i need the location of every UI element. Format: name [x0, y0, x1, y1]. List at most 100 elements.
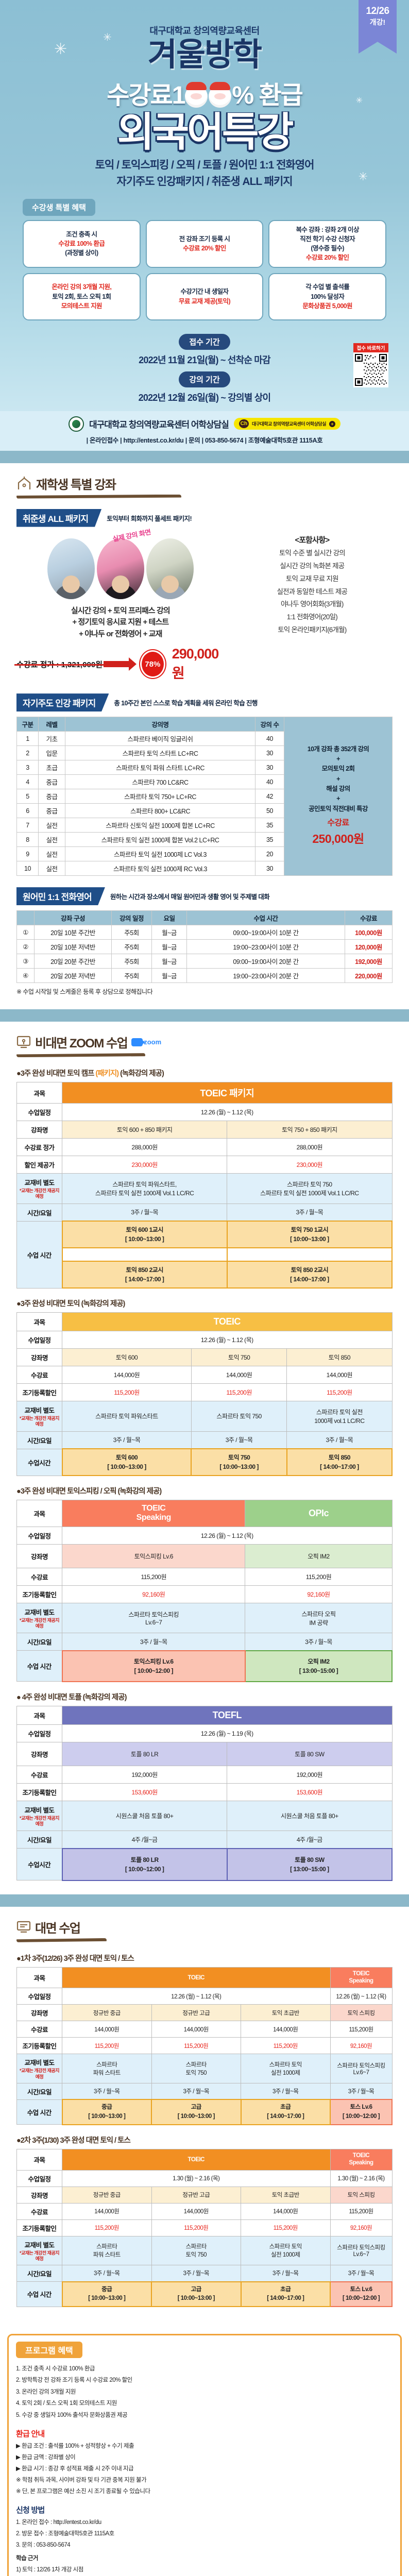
time-cell: 토익 600 [ 10:00~13:00 ] [61, 1448, 192, 1477]
qr-code-icon[interactable] [353, 352, 388, 387]
included-item: 실전과 동일한 테스트 제공 [277, 587, 348, 596]
snowflake-icon: ✳ [202, 44, 208, 52]
cell: 3주 / 월~목 [241, 2265, 331, 2282]
time-cell: 초급 [ 14:00~17:00 ] [240, 2281, 331, 2308]
hero-main-title: 외국어특강 [117, 109, 294, 155]
apply-subtitle: 학습 근거 [16, 2555, 39, 2562]
row-label-text: 교재비 별도 [24, 2059, 55, 2067]
table-row: 강좌명 토익 600 + 850 패키지 토익 750 + 850 패키지 [16, 1121, 393, 1139]
cell: 115,200원 [330, 2021, 393, 2038]
program-benefit-list: 1. 조건 충족 시 수강료 100% 환급 2. 방학특강 전 강좌 조기 등… [16, 2363, 393, 2421]
cell: 144,000원 [151, 2202, 241, 2220]
all-package-tag: 취준생 ALL 패키지 [16, 509, 102, 527]
row-label: 교재비 별도 *교재는 개강전 재공지 예정 [16, 1800, 62, 1832]
zoom-logo-icon: zoom [131, 1038, 161, 1046]
title-underline [16, 494, 181, 499]
summary-line: 모의토익 2회 [321, 765, 355, 773]
benefit-line: 100% 달성자 [311, 293, 345, 300]
cell: 5 [16, 789, 39, 804]
cell: 20 [255, 846, 284, 862]
house-icon [16, 476, 32, 490]
row-label: 조기등록할인 [16, 1585, 62, 1603]
table-header-row: 강좌 구성 강의 일정 요일 수업 시간 수강료 [16, 910, 393, 926]
cell: 시원스쿨 처음 토플 80+ [61, 1800, 228, 1832]
hero-banner: 12/26 개강! ✳ ✳ ✳ ✳ ✳ 대구대학교 창의역량교육센터 겨울방학 … [0, 0, 409, 451]
benefit-box: 각 수업 별 출석률 100% 달성자 문화상품권 5,000원 [268, 273, 386, 320]
table-row: 5 중급 스파르타 토익 750+ LC+RC 42 [16, 789, 393, 804]
refund-suffix: % 환급 [232, 82, 303, 110]
cell: 9 [16, 846, 39, 862]
heading-part: 3주 완성 비대면 토익 캠프 [20, 1070, 96, 1078]
cell: 기초 [38, 731, 65, 747]
section-title: 비대면 ZOOM 수업 [35, 1037, 128, 1051]
cell: 스파르타 토익 실전 1000제 vol.1 LC/RC [286, 1401, 393, 1432]
table-row: 시간/요일 3주 / 월~목 3주 / 월~목 3주 / 월~목 3주 / 월~… [16, 2082, 393, 2100]
kakao-channel-button[interactable]: Ch 대구대학교 창의역량교육센터 어학상담실 + [233, 418, 340, 430]
santa-icon [209, 82, 232, 108]
cell: 144,000원 [191, 1366, 287, 1384]
summary-line: + 야나두 or 전화영어 + 교재 [79, 629, 162, 638]
apply-item: 1) 토익 : 12/26 1차 개강 시점 [16, 2566, 83, 2573]
row-label: 교재비 별도 *교재는 개강전 재공지 예정 [16, 1401, 62, 1432]
row-label: 교재비 별도 *교재는 개강전 재공지 예정 [16, 1602, 62, 1634]
program-benefit-box: 프로그램 혜택 1. 조건 충족 시 수강료 100% 환급 2. 방학특강 전… [7, 2334, 402, 2576]
table-row: 수업일정 12.26 (월) ~ 1.19 (목) [16, 1724, 393, 1742]
cell: 3주 / 월~목 [151, 2265, 241, 2282]
cell: ④ [16, 968, 35, 984]
phone-english-note: ※ 수업 시작일 및 스케줄은 등록 후 상담으로 정해집니다 [16, 988, 153, 996]
cell: 12.26 (월) ~ 1.12 (목) [62, 1988, 331, 2005]
cell: 12.26 (월) ~ 1.19 (목) [62, 1724, 393, 1742]
table-row: 교재비 별도 *교재는 개강전 재공지 예정 스파르타 파워 스타트 스파르타 … [16, 2235, 393, 2266]
cell: 토익 스피킹 [330, 2004, 393, 2022]
cell: 35 [255, 832, 284, 848]
summary-line: + 정기토익 응시료 지원 + 테스트 [72, 618, 169, 627]
cell: 3 [16, 760, 39, 775]
cell: 스파르타 토익 실전 1000제 LC Vol.3 [65, 846, 255, 862]
table-row: 과목 TOEIC Speaking OPIc [16, 1500, 393, 1527]
toeic-package-table: 과목 TOEIC 패키지 수업일정 12.26 (월) ~ 1.12 (목) 강… [16, 1082, 393, 1289]
cell: 230,000원 [227, 1156, 393, 1174]
cell: 144,000원 [151, 2021, 241, 2038]
row-label: 조기등록할인 [16, 2037, 62, 2055]
row-label: 수업시간 [16, 1448, 62, 1476]
cell: 스파르타 토익스피킹 Lv.6~7 [330, 2235, 393, 2266]
table-row: 10 실전 스파르타 토익 실전 1000제 RC Vol.3 30 [16, 861, 393, 876]
cell: 40 [255, 774, 284, 790]
cell: 230,000원 [61, 1156, 228, 1174]
subject-header: OPIc [245, 1500, 393, 1527]
row-label-text: 교재비 별도 [24, 1608, 55, 1616]
benefit-box: 수강기간 내 생일자 무료 교재 제공(토익) [145, 273, 264, 320]
qr-label: 접수 바로하기 [353, 343, 388, 352]
table-row: 수강료 115,200원 115,200원 [16, 1567, 393, 1586]
subject-header: TOEIC [62, 1967, 331, 1989]
summary-line: 공인토익 직전대비 특강 [309, 805, 368, 812]
cell: 정규반 중급 [62, 2004, 152, 2022]
cell: 192,000원 [61, 1765, 228, 1784]
qr-block[interactable]: 접수 바로하기 [353, 343, 388, 387]
program-item: 3. 온라인 강의 3개월 지원 [16, 2388, 76, 2395]
apply-item[interactable]: 1. 온라인 접수 : http://entest.co.kr/du [16, 2519, 101, 2526]
cell: 3주 / 월~목 [245, 1633, 393, 1651]
table-row: 수업일정 12.26 (월) ~ 1.12 (목) [16, 1526, 393, 1545]
self-package-header: 자기주도 인강 패키지 총 10주간 본인 스스로 학습 계획을 세워 온라인 … [16, 693, 393, 712]
section-heading: 재학생 특별 강좌 [16, 474, 393, 493]
row-label: 과목 [16, 1082, 62, 1104]
cell: 4주 /월~금 [61, 1831, 228, 1849]
table-row: 강좌명 토익 600 토익 750 토익 850 [16, 1348, 393, 1367]
row-label: 할인 제공가 [16, 1156, 62, 1174]
col-header: 강의 수 [255, 717, 284, 732]
section-title: 대면 수업 [35, 1921, 81, 1936]
time-cell: 토스 Lv.6 [ 10:00~12:00 ] [330, 2099, 393, 2125]
table-row: 조기등록할인 92,160원 92,160원 [16, 1585, 393, 1603]
cell: 4주 /월~금 [227, 1831, 393, 1849]
plus-sign: + [336, 775, 340, 783]
cell: 중급 [38, 803, 65, 819]
cell: 3주 / 월~목 [191, 1431, 287, 1449]
program-item: 4. 토익 2회 / 토스 오픽 1회 모의테스트 지원 [16, 2400, 117, 2407]
cell: 입문 [38, 745, 65, 761]
row-label: 조기등록할인 [16, 1783, 62, 1801]
cell: 10 [16, 861, 39, 876]
col-header: 구분 [16, 717, 39, 732]
cell: 스파르타 토익 750 스파르타 토익 실전 1000제 Vol.1 LC/RC [227, 1173, 393, 1204]
cell: 115,200원 [241, 2037, 331, 2055]
